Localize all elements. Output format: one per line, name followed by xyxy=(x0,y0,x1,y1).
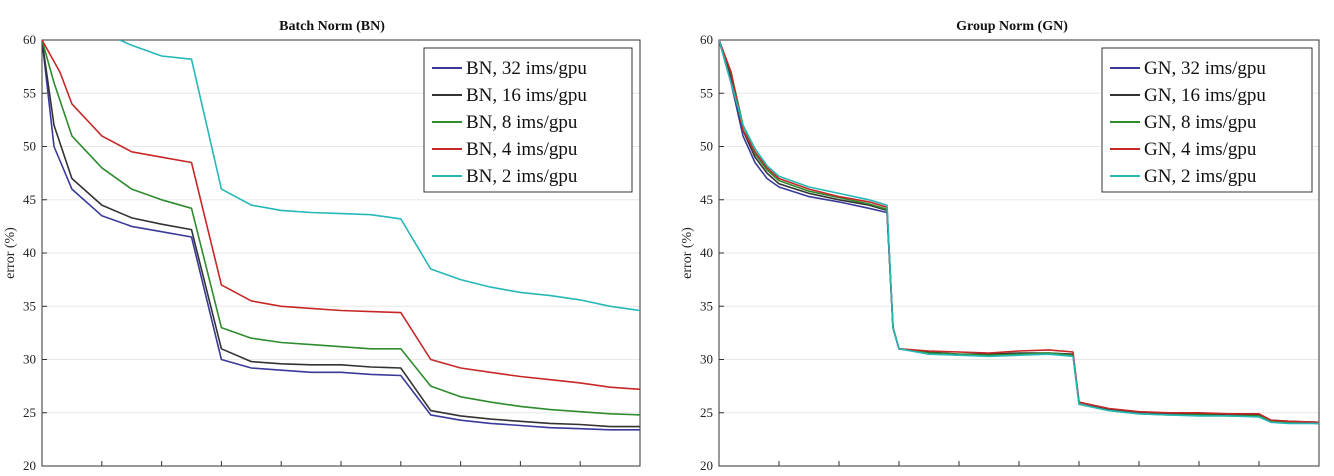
bn-axes-frame xyxy=(41,39,641,467)
gn-y-tick-label: 20 xyxy=(700,458,713,473)
gn-y-tick-label: 40 xyxy=(700,245,713,260)
gn-y-tick-label: 60 xyxy=(700,32,713,47)
gn-y-axis-label: error (%) xyxy=(680,227,695,279)
gn-legend-label-0: GN, 32 ims/gpu xyxy=(1144,58,1266,79)
bn-legend-label-0: BN, 32 ims/gpu xyxy=(466,58,587,79)
gn-y-tick-label: 30 xyxy=(700,352,713,367)
bn-y-tick-label: 40 xyxy=(23,245,36,260)
bn-legend-box xyxy=(423,47,633,193)
gn-legend-label-1: GN, 16 ims/gpu xyxy=(1144,85,1266,106)
bn-y-axis-label: error (%) xyxy=(3,227,18,279)
gn-legend-box xyxy=(1101,47,1313,193)
bn-series-line-4 xyxy=(119,40,640,312)
gn-legend: GN, 32 ims/gpu GN, 16 ims/gpu GN, 8 ims/gp… xyxy=(1101,47,1313,193)
bn-y-tick-label: 60 xyxy=(23,32,36,47)
gn-chart-title: Group Norm (GN) xyxy=(956,19,1068,34)
gn-legend-label-4: GN, 2 ims/gpu xyxy=(1144,166,1257,187)
gn-y-tick-label: 50 xyxy=(700,139,713,154)
bn-y-tick-label: 50 xyxy=(23,139,36,154)
bn-chart-title: Batch Norm (BN) xyxy=(279,19,385,34)
bn-legend-label-3: BN, 4 ims/gpu xyxy=(466,139,578,160)
bn-series-line-0 xyxy=(42,40,640,431)
bn-y-tick-label: 25 xyxy=(23,405,36,420)
bn-legend-label-2: BN, 8 ims/gpu xyxy=(466,112,578,133)
gn-series-line-3 xyxy=(719,40,1319,424)
gn-chart-panel: Group Norm (GN) error (%) 20 25 30 35 40 45 50 55… xyxy=(680,19,1320,473)
bn-legend: BN, 32 ims/gpu BN, 16 ims/gpu BN, 8 ims/gp… xyxy=(423,47,633,193)
gn-y-tick-label: 55 xyxy=(700,85,713,100)
bn-legend-label-1: BN, 16 ims/gpu xyxy=(466,85,587,106)
bn-y-tick-label: 45 xyxy=(23,192,36,207)
gn-y-tick-label: 25 xyxy=(700,405,713,420)
gn-y-tick-label: 35 xyxy=(700,298,713,313)
bn-chart-panel: Batch Norm (BN) error (%) 20 25 30 35 40 45 50 55… xyxy=(3,19,641,473)
bn-y-tick-label: 30 xyxy=(23,352,36,367)
bn-series-line-2 xyxy=(42,40,640,416)
gn-series-line-4 xyxy=(719,40,1319,425)
bn-y-tick-label: 20 xyxy=(23,458,36,473)
bn-legend-label-4: BN, 2 ims/gpu xyxy=(466,166,578,187)
bn-y-tick-label: 55 xyxy=(23,85,36,100)
bn-series-line-3 xyxy=(42,40,640,391)
gn-legend-label-3: GN, 4 ims/gpu xyxy=(1144,139,1257,160)
bn-series-line-1 xyxy=(42,40,640,428)
gn-legend-label-2: GN, 8 ims/gpu xyxy=(1144,112,1257,133)
gn-y-tick-label: 45 xyxy=(700,192,713,207)
bn-y-tick-label: 35 xyxy=(23,298,36,313)
gn-axes-frame xyxy=(718,39,1320,467)
